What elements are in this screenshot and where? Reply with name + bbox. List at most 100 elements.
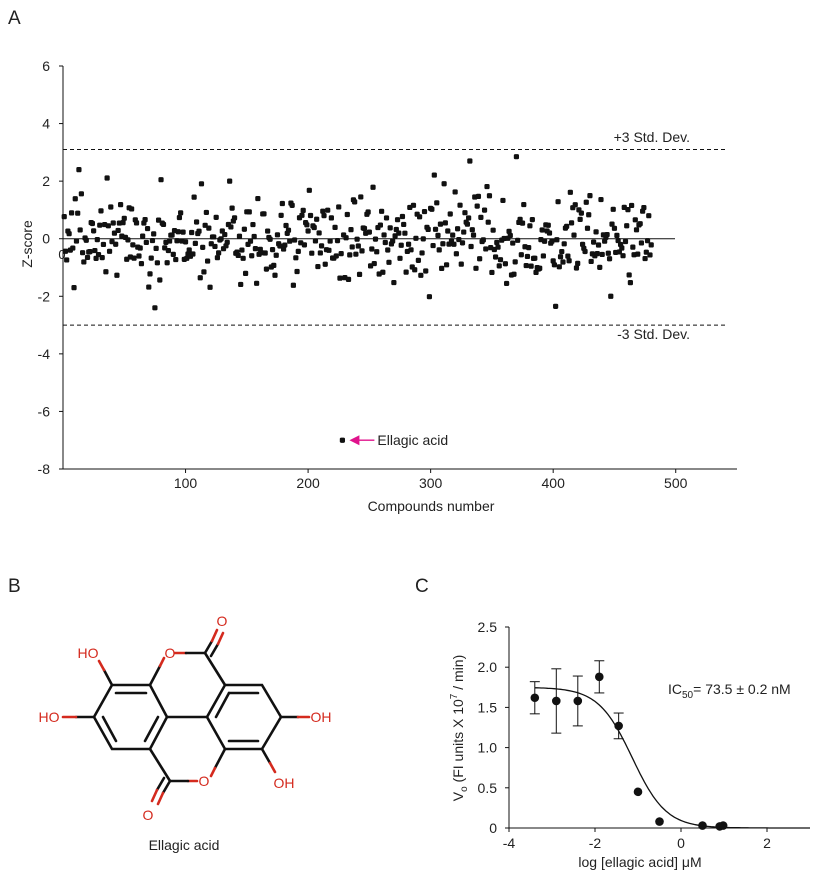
a-y-tick-label: -2 xyxy=(38,288,51,304)
a-data-point xyxy=(191,194,197,200)
c-data-point xyxy=(530,693,540,703)
a-data-point xyxy=(287,238,293,244)
a-data-point xyxy=(353,251,359,257)
a-data-point xyxy=(311,224,317,231)
a-data-point xyxy=(591,239,597,245)
a-data-point xyxy=(486,193,493,199)
a-data-point xyxy=(295,248,301,254)
a-data-point xyxy=(338,250,344,257)
a-data-point xyxy=(242,270,249,276)
a-data-point xyxy=(283,222,289,229)
a-y-tick-label: -6 xyxy=(38,403,51,419)
a-data-point xyxy=(568,220,575,226)
a-data-point xyxy=(518,252,524,258)
a-data-point xyxy=(344,211,350,218)
a-data-point xyxy=(401,221,407,228)
a-data-point xyxy=(262,250,268,256)
a-data-point xyxy=(540,253,546,259)
a-data-point xyxy=(394,217,401,223)
a-data-point xyxy=(138,261,145,267)
a-highlight-arrow-head xyxy=(349,435,360,446)
a-data-point xyxy=(369,246,375,252)
a-data-point xyxy=(477,256,483,262)
a-data-point xyxy=(641,204,647,211)
a-data-point xyxy=(450,232,456,238)
a-data-point xyxy=(452,189,458,195)
c-data-point xyxy=(573,696,583,706)
top-lactone xyxy=(148,628,227,687)
a-data-point xyxy=(318,243,325,249)
a-minus3sd-label: -3 Std. Dev. xyxy=(617,326,690,342)
a-data-point xyxy=(121,215,127,221)
a-data-point xyxy=(502,261,508,267)
a-data-point xyxy=(250,221,256,228)
a-data-point xyxy=(151,231,157,237)
a-data-point xyxy=(489,269,495,276)
a-data-point xyxy=(148,255,154,261)
panel-label-b: B xyxy=(8,576,21,597)
a-data-point xyxy=(453,251,459,257)
a-x-tick-label: 200 xyxy=(296,475,320,491)
a-y-tick-label: 6 xyxy=(42,58,50,74)
a-data-point xyxy=(426,294,433,300)
a-data-point xyxy=(456,236,462,243)
a-data-point xyxy=(483,246,489,252)
a-data-point xyxy=(390,238,396,244)
a-data-point xyxy=(125,237,131,243)
a-data-point xyxy=(377,222,383,228)
a-data-point xyxy=(154,260,160,266)
a-x-ticks: 100 200 300 400 500 xyxy=(174,469,688,491)
a-data-point xyxy=(280,246,287,252)
a-data-point xyxy=(137,245,143,251)
a-data-point xyxy=(136,253,142,259)
c-y-label-rest: (FI units X 10 xyxy=(450,699,466,786)
c-data-point xyxy=(614,721,623,731)
a-data-point xyxy=(512,259,518,265)
a-data-point xyxy=(278,212,284,218)
atom-o-ring-bottom: O xyxy=(199,773,210,789)
a-data-point xyxy=(312,238,319,244)
a-data-point xyxy=(98,208,104,214)
a-data-point xyxy=(115,227,121,234)
a-data-point xyxy=(599,251,605,258)
a-data-point xyxy=(174,238,180,244)
a-data-point xyxy=(273,252,279,258)
a-data-point xyxy=(326,247,332,253)
a-data-point xyxy=(72,196,78,202)
a-data-point xyxy=(97,222,103,228)
a-data-point xyxy=(423,268,429,274)
a-data-point xyxy=(317,250,323,256)
a-data-point xyxy=(301,242,308,248)
a-data-point xyxy=(251,233,257,240)
a-data-point xyxy=(224,239,230,245)
a-data-point xyxy=(71,285,77,291)
a-data-point xyxy=(442,220,448,226)
a-data-point xyxy=(475,193,482,200)
a-data-point xyxy=(527,223,533,229)
a-data-point xyxy=(566,258,572,264)
a-data-point xyxy=(519,220,526,226)
a-data-point xyxy=(480,237,486,243)
a-data-point xyxy=(238,281,244,288)
a-data-point xyxy=(417,214,423,220)
a-data-point xyxy=(434,200,440,206)
a-data-point xyxy=(633,227,640,233)
c-data-point xyxy=(655,817,664,826)
a-y-tick-label: 2 xyxy=(42,173,50,189)
a-data-point xyxy=(146,284,152,290)
a-data-point xyxy=(158,177,164,183)
a-data-point xyxy=(247,238,254,244)
bottom-lactone xyxy=(148,747,227,806)
a-data-point xyxy=(279,200,285,207)
a-data-point xyxy=(415,257,421,263)
atom-o-carbonyl-bottom: O xyxy=(143,807,154,823)
atom-labels: O O O O HO HO OH OH xyxy=(39,613,332,823)
ellagic-acid-structure: O O O O HO HO OH OH Ellagic acid xyxy=(39,613,332,853)
a-data-point xyxy=(539,227,545,233)
a-data-point xyxy=(62,248,69,254)
a-x-tick-label: 500 xyxy=(664,475,688,491)
a-data-point xyxy=(584,225,591,231)
atom-oh-right: OH xyxy=(311,709,332,725)
a-data-point xyxy=(332,224,338,230)
a-data-point xyxy=(114,272,120,278)
